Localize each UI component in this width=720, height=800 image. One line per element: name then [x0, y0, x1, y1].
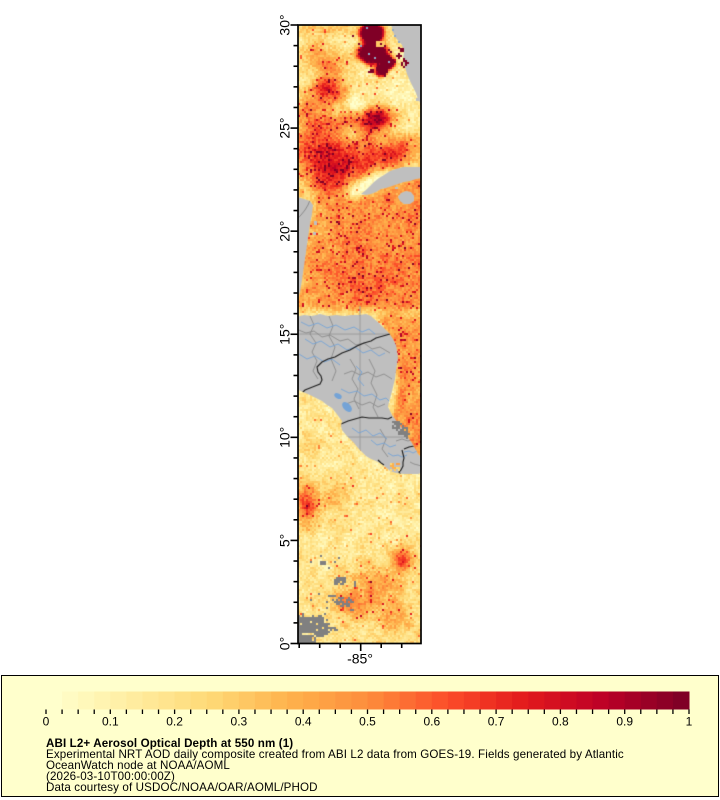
svg-text:0.6: 0.6 — [423, 715, 440, 729]
svg-text:0°: 0° — [277, 637, 293, 650]
svg-text:5°: 5° — [277, 534, 293, 547]
svg-text:20°: 20° — [277, 221, 293, 242]
svg-text:0.4: 0.4 — [295, 715, 312, 729]
svg-text:25°: 25° — [277, 117, 293, 138]
svg-text:0.3: 0.3 — [231, 715, 248, 729]
svg-text:0.2: 0.2 — [166, 715, 183, 729]
svg-text:0.5: 0.5 — [359, 715, 376, 729]
svg-text:-85°: -85° — [347, 651, 373, 667]
svg-text:30°: 30° — [277, 14, 293, 35]
svg-text:0.8: 0.8 — [552, 715, 569, 729]
svg-text:0: 0 — [43, 715, 50, 729]
svg-text:10°: 10° — [277, 427, 293, 448]
svg-text:0.7: 0.7 — [488, 715, 505, 729]
svg-text:15°: 15° — [277, 324, 293, 345]
svg-text:1: 1 — [686, 715, 693, 729]
svg-text:0.9: 0.9 — [616, 715, 633, 729]
svg-text:0.1: 0.1 — [102, 715, 119, 729]
